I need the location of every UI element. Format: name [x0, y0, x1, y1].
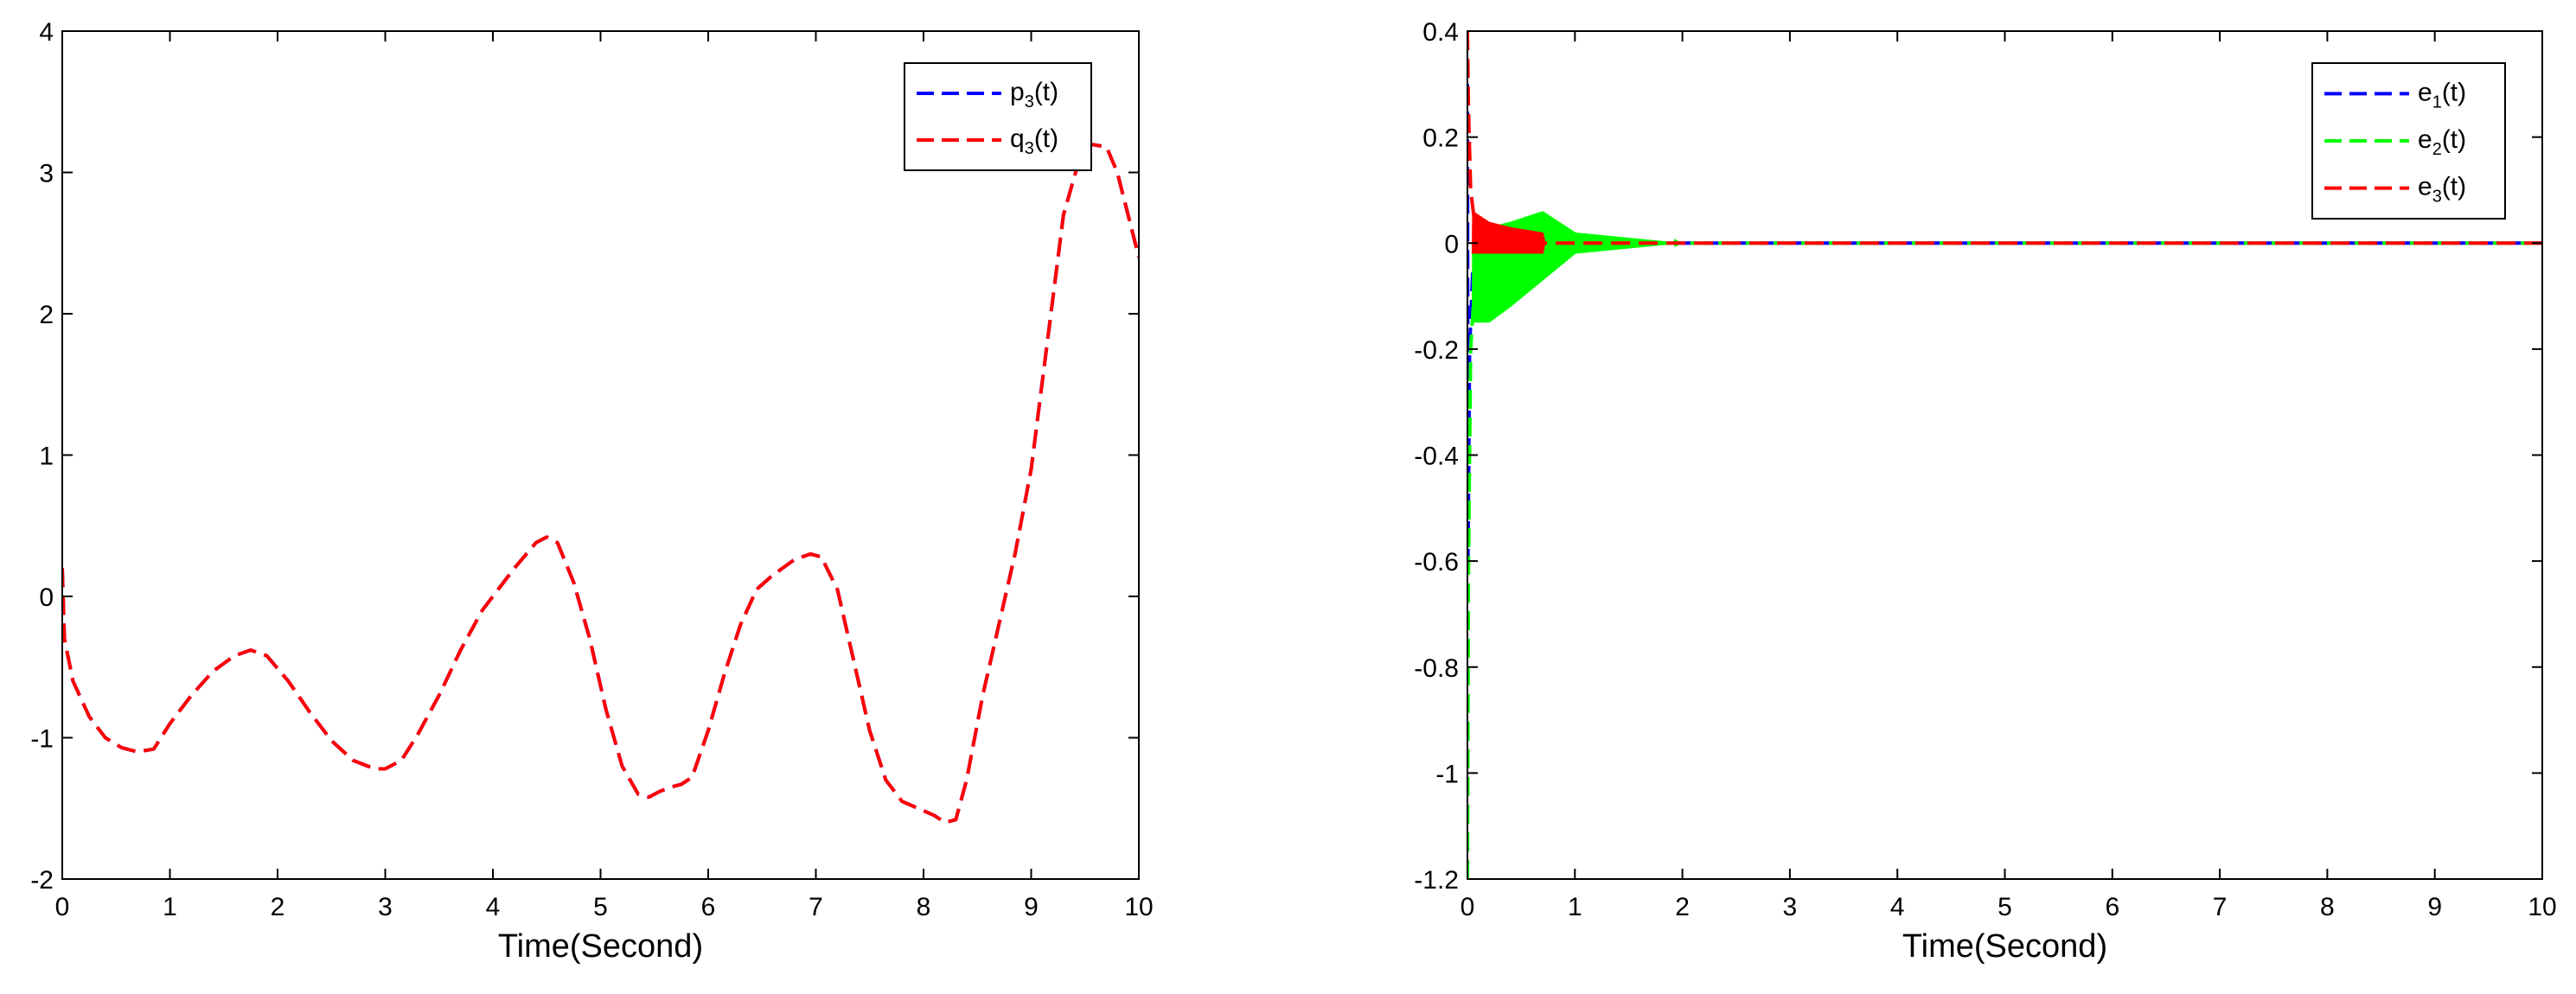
x-tick-label: 3: [1783, 893, 1798, 921]
series-3-oscillation: [1471, 211, 1546, 254]
x-tick-label: 7: [2213, 893, 2228, 921]
x-tick-label: 2: [1675, 893, 1690, 921]
x-tick-label: 0: [55, 893, 70, 921]
y-tick-label: -1: [1435, 760, 1459, 788]
x-tick-label: 6: [2105, 893, 2119, 921]
x-tick-label: 0: [1461, 893, 1475, 921]
x-tick-label: 4: [486, 893, 501, 921]
x-tick-label: 1: [163, 893, 177, 921]
x-tick-label: 5: [1998, 893, 2012, 921]
legend-entry-label: e3(t): [2418, 173, 2466, 207]
left-chart: 0 1 2 3 4 5 6 7 8 9 10 -2 -1 0 1 2 3 4 Time(Second) p3(t) q3…: [30, 18, 1153, 965]
y-tick-label: 3: [39, 160, 54, 188]
series-line-3: [1467, 31, 2542, 245]
y-tick-label: 0.4: [1422, 18, 1459, 47]
x-axis-label: Time(Second): [498, 928, 703, 965]
y-tick-label: 1: [39, 443, 54, 471]
x-tick-label: 2: [271, 893, 285, 921]
y-tick-label: -0.8: [1414, 654, 1459, 683]
x-tick-label: 3: [378, 893, 393, 921]
series-line-2: [1467, 230, 2542, 879]
legend-entry-label: q3(t): [1010, 124, 1058, 158]
legend-entry-label: p3(t): [1010, 78, 1058, 112]
legend: e1(t) e2(t) e3(t): [2311, 62, 2506, 220]
x-tick-label: 7: [809, 893, 823, 921]
x-axis-label: Time(Second): [1902, 928, 2107, 965]
x-tick-label: 8: [2320, 893, 2335, 921]
x-tick-label: 10: [1124, 893, 1153, 921]
y-tick-label: 0: [39, 583, 54, 612]
x-tick-label: 8: [917, 893, 931, 921]
x-tick-label: 9: [2427, 893, 2442, 921]
y-tick-label: -0.2: [1414, 336, 1459, 365]
y-tick-label: -0.6: [1414, 548, 1459, 577]
plot-area: [62, 142, 1139, 825]
x-tick-label: 4: [1890, 893, 1905, 921]
y-tick-label: 0.2: [1422, 124, 1459, 153]
x-tick-label: 10: [2528, 893, 2556, 921]
series-line-2: [62, 142, 1139, 825]
y-tick-label: -0.4: [1414, 443, 1459, 471]
x-tick-label: 1: [1568, 893, 1582, 921]
series-line-1: [62, 142, 1139, 825]
legend: p3(t) q3(t): [904, 62, 1092, 171]
y-tick-label: 2: [39, 301, 54, 329]
right-chart: 0 1 2 3 4 5 6 7 8 9 10 -1.2 -1 -0.8 -0.6 -0.4 -0.2 0 0.2 0.…: [1414, 18, 2556, 965]
y-tick-label: 4: [39, 18, 54, 47]
y-tick-label: 0: [1444, 230, 1459, 258]
x-tick-label: 5: [593, 893, 608, 921]
legend-box: [904, 62, 1092, 171]
y-tick-label: -1: [30, 725, 54, 754]
y-tick-label: -1.2: [1414, 866, 1459, 895]
x-tick-label: 9: [1024, 893, 1039, 921]
x-tick-label: 6: [701, 893, 716, 921]
legend-entry-label: e1(t): [2418, 78, 2466, 112]
y-tick-label: -2: [30, 866, 54, 895]
legend-entry-label: e2(t): [2418, 125, 2466, 159]
